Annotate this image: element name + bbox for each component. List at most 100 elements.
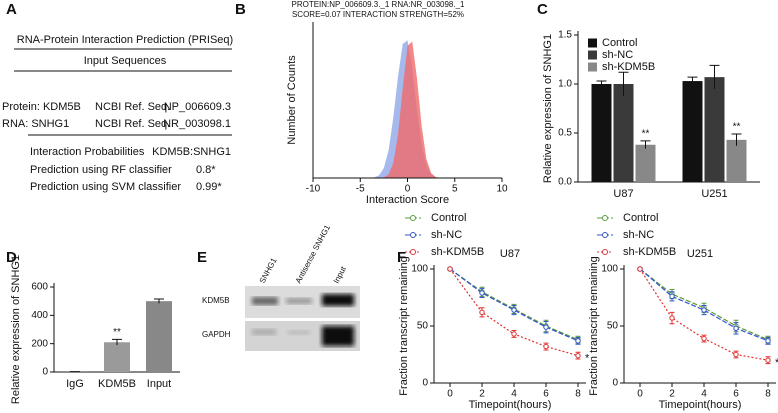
error-bar bbox=[154, 298, 164, 304]
legend-label: sh-KDM5B bbox=[602, 61, 655, 73]
y-tick-label: 400 bbox=[31, 310, 48, 321]
cell: RNA: SNHG1 bbox=[2, 118, 69, 130]
error-bar bbox=[618, 71, 629, 96]
point bbox=[669, 293, 675, 300]
table-subtitle: Input Sequences bbox=[84, 55, 167, 67]
y-tick-label: 200 bbox=[31, 338, 48, 349]
cell: KDM5B:SNHG1 bbox=[152, 146, 231, 158]
y-tick-label: 1.5 bbox=[558, 30, 572, 41]
y-tick-label: 0.5 bbox=[558, 128, 572, 139]
panel-label: C bbox=[537, 1, 548, 18]
point bbox=[669, 315, 675, 321]
x-tick-label: -10 bbox=[306, 184, 321, 195]
chart-title: U251 bbox=[687, 248, 713, 260]
legend-swatch bbox=[588, 50, 597, 60]
line bbox=[639, 268, 769, 342]
panel-label: A bbox=[6, 1, 17, 18]
significance: * bbox=[585, 353, 590, 365]
legend-marker bbox=[602, 249, 608, 255]
cell: NP_006609.3 bbox=[164, 101, 231, 113]
significance: ** bbox=[642, 128, 650, 139]
y-axis-label: Relative expression of SNHG1 bbox=[10, 255, 22, 404]
line bbox=[639, 268, 769, 341]
point bbox=[543, 324, 549, 330]
y-tick-label: 600 bbox=[31, 282, 48, 293]
legend-label: sh-NC bbox=[431, 229, 462, 241]
row-label: GAPDH bbox=[202, 330, 231, 339]
bar bbox=[682, 81, 703, 182]
x-tick-label: 2 bbox=[479, 389, 485, 400]
point bbox=[637, 266, 643, 272]
x-tick-label: 0 bbox=[637, 389, 643, 400]
point bbox=[511, 331, 517, 337]
x-tick-label: 4 bbox=[701, 389, 707, 400]
band bbox=[252, 297, 278, 305]
bar bbox=[635, 144, 656, 182]
y-tick-label: 0.0 bbox=[558, 177, 572, 188]
x-tick-label: 5 bbox=[452, 184, 458, 195]
legend-marker bbox=[410, 232, 416, 238]
line bbox=[449, 268, 579, 341]
legend-marker bbox=[602, 215, 608, 221]
legend-label: Control bbox=[431, 212, 466, 224]
x-axis-label: Interaction Score bbox=[366, 194, 449, 206]
x-tick-label: 6 bbox=[543, 389, 549, 400]
error-bar bbox=[709, 64, 720, 89]
chart-title: U87 bbox=[500, 248, 520, 260]
x-tick-label: IgG bbox=[66, 378, 84, 390]
cell: Interaction Probabilities bbox=[30, 146, 145, 158]
point bbox=[543, 343, 549, 350]
x-tick-label: KDM5B bbox=[98, 378, 136, 390]
y-tick-label: 50 bbox=[417, 321, 429, 332]
bar bbox=[613, 84, 634, 182]
point bbox=[575, 338, 581, 344]
x-tick-label: U251 bbox=[701, 188, 727, 200]
x-tick-label: 6 bbox=[733, 389, 739, 400]
distribution bbox=[369, 41, 446, 179]
x-axis-label: Timepoint(hours) bbox=[469, 399, 552, 411]
band bbox=[322, 294, 354, 306]
y-tick-label: 100 bbox=[411, 264, 428, 275]
band bbox=[252, 329, 276, 335]
table-title: RNA-Protein Interaction Prediction (PRIS… bbox=[17, 34, 233, 46]
chart-title: PROTEIN:NP_006609.3._1 RNA:NR_003098._1 bbox=[292, 0, 466, 9]
panel-label: E bbox=[197, 249, 207, 266]
x-tick-label: 4 bbox=[511, 389, 517, 400]
point bbox=[575, 352, 581, 359]
panel-label: F bbox=[397, 249, 406, 266]
x-tick-label: 2 bbox=[669, 389, 675, 400]
error-bar bbox=[112, 338, 122, 346]
point bbox=[447, 266, 453, 272]
cell: NR_003098.1 bbox=[163, 118, 231, 130]
cell: NCBI Ref. Seq. bbox=[95, 118, 170, 130]
band bbox=[286, 298, 312, 304]
cell: NCBI Ref. Seq. bbox=[95, 101, 170, 113]
point bbox=[479, 309, 485, 316]
legend-marker bbox=[410, 249, 416, 255]
significance: ** bbox=[733, 122, 741, 133]
bar bbox=[704, 77, 725, 182]
error-bar bbox=[596, 80, 607, 87]
legend-marker bbox=[410, 215, 416, 221]
x-tick-label: 0 bbox=[447, 389, 453, 400]
cell: 0.99* bbox=[196, 181, 222, 193]
point bbox=[479, 290, 485, 296]
legend-label: Control bbox=[623, 212, 658, 224]
legend-label: sh-KDM5B bbox=[431, 246, 484, 258]
bar bbox=[104, 342, 130, 372]
band bbox=[322, 326, 354, 346]
point bbox=[511, 307, 517, 313]
legend-label: sh-NC bbox=[602, 49, 633, 61]
y-axis-label: Fraction transcript remaining bbox=[588, 256, 600, 395]
cell: Prediction using SVM classifier bbox=[30, 181, 181, 193]
legend-marker bbox=[602, 232, 608, 238]
legend-label: Control bbox=[602, 37, 637, 49]
y-axis-label: Number of Counts bbox=[286, 55, 298, 145]
x-tick-label: Input bbox=[147, 378, 171, 390]
error-bar bbox=[731, 133, 742, 146]
y-tick-label: 0 bbox=[42, 367, 48, 378]
legend-swatch bbox=[588, 62, 597, 72]
y-axis-label: Relative expression of SNHG1 bbox=[542, 34, 554, 183]
band bbox=[288, 330, 310, 335]
